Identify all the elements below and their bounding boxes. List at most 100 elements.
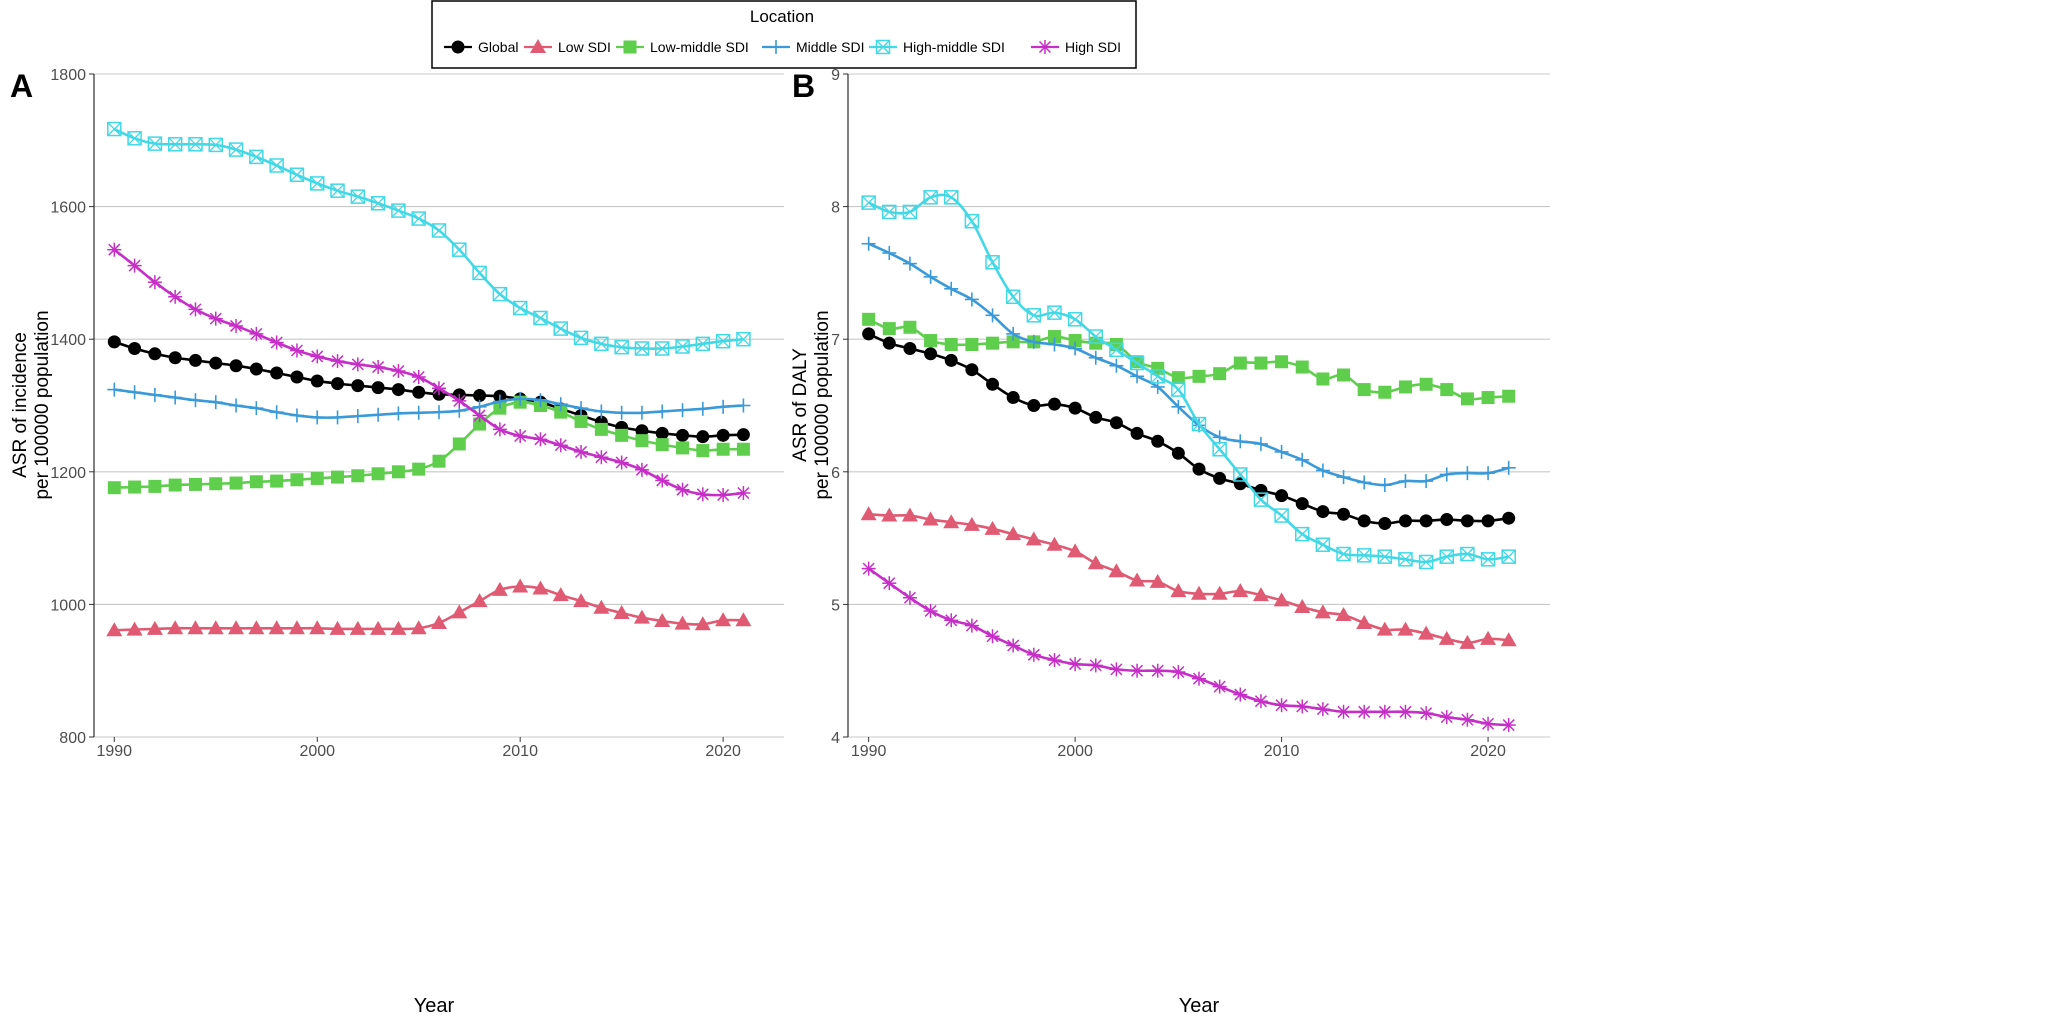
panel-a-point-high-sdi-2002 <box>350 357 365 372</box>
panel-a-point-low-middle-sdi-2007 <box>452 437 466 451</box>
panel-a-point-low-middle-sdi-1993 <box>168 478 182 492</box>
panel-a-point-middle-sdi-2018 <box>675 403 690 418</box>
panel-b-point-high-sdi-2017 <box>1419 706 1434 721</box>
legend-label-middle-sdi: Middle SDI <box>796 39 864 55</box>
panel-a-point-high-middle-sdi-2013 <box>573 330 589 346</box>
panel-b-line-global <box>868 332 1509 525</box>
panel-a-point-middle-sdi-2000 <box>310 410 325 425</box>
panel-b-point-low-sdi-2007 <box>1211 585 1228 600</box>
panel-b-point-high-middle-sdi-2012 <box>1315 537 1331 552</box>
panel-a-point-high-middle-sdi-2011 <box>533 310 548 326</box>
panel-a-y-tick-label-1400: 1400 <box>50 332 86 349</box>
panel-a-point-global-1993 <box>168 351 182 365</box>
panel-b-point-middle-sdi-2010 <box>1274 444 1289 459</box>
panel-a-point-middle-sdi-2021 <box>736 398 751 413</box>
panel-b-point-middle-sdi-2014 <box>1357 475 1372 490</box>
panel-b-point-high-middle-sdi-2007 <box>1212 442 1227 457</box>
panel-b-point-global-1991 <box>882 336 896 350</box>
panel-a-point-low-sdi-1992 <box>146 620 163 635</box>
panel-a-point-high-sdi-2019 <box>695 487 710 502</box>
panel-a-point-middle-sdi-1995 <box>208 395 223 410</box>
panel-b-point-low-middle-sdi-1992 <box>903 320 917 334</box>
panel-b-point-high-middle-sdi-2004 <box>1150 369 1165 384</box>
panel-a-point-low-middle-sdi-2020 <box>716 442 730 456</box>
panel-b-point-high-middle-sdi-1998 <box>1026 308 1042 323</box>
panel-b-y-tick-label-9: 9 <box>831 67 840 84</box>
panel-b-point-low-sdi-2000 <box>1067 543 1084 558</box>
panel-b-point-global-2019 <box>1460 514 1474 528</box>
panel-b-point-high-middle-sdi-1997 <box>1005 289 1021 305</box>
panel-a-point-low-sdi-2003 <box>370 620 387 635</box>
panel-b-point-high-middle-sdi-2008 <box>1233 467 1248 482</box>
panel-b-point-high-sdi-1992 <box>902 590 917 605</box>
panel-a-point-high-middle-sdi-2016 <box>634 341 650 356</box>
panel-b-point-low-sdi-2015 <box>1376 621 1393 636</box>
panel-a-point-low-middle-sdi-2003 <box>371 467 385 481</box>
legend-marker-low-sdi <box>530 39 546 53</box>
panel-b-point-middle-sdi-1990 <box>861 236 876 251</box>
legend-label-high-middle-sdi: High-middle SDI <box>903 39 1005 55</box>
panel-b-point-middle-sdi-1995 <box>964 292 979 307</box>
panel-a-y-tick-label-1000: 1000 <box>50 597 86 614</box>
panel-b-point-global-2003 <box>1130 426 1144 440</box>
panel-a-point-high-sdi-2020 <box>716 488 731 503</box>
panel-a-point-middle-sdi-2020 <box>716 399 731 414</box>
panel-b-point-low-sdi-1990 <box>860 506 877 521</box>
panel-b-point-global-2018 <box>1440 513 1454 527</box>
panel-a-point-high-sdi-2013 <box>574 444 589 459</box>
panel-a-x-ticks: 1990 2000 2010 2020 <box>96 737 741 760</box>
panel-a-point-high-middle-sdi-1992 <box>147 136 163 151</box>
panel-a-x-tick-label-2010: 2010 <box>502 743 538 760</box>
panel-a-line-low-sdi <box>114 585 744 632</box>
panel-a-point-low-middle-sdi-2015 <box>615 428 629 442</box>
panel-b-point-high-middle-sdi-2006 <box>1191 416 1207 432</box>
panel-a-point-low-sdi-2005 <box>410 620 427 635</box>
panel-a-point-low-sdi-2012 <box>552 587 569 602</box>
panel-a-point-high-middle-sdi-1995 <box>208 137 224 153</box>
panel-b-point-low-middle-sdi-2005 <box>1171 371 1185 385</box>
panel-a-point-low-sdi-2006 <box>431 614 447 629</box>
panel-a-point-high-middle-sdi-2000 <box>309 176 325 191</box>
panel-b-y-tick-label-6: 6 <box>831 465 840 482</box>
panel-b-point-global-2002 <box>1109 416 1123 430</box>
panel-b-point-middle-sdi-1998 <box>1026 334 1041 349</box>
panel-b-point-global-1994 <box>944 353 958 367</box>
panel-a-point-middle-sdi-2014 <box>594 404 609 419</box>
panel-b-point-middle-sdi-1991 <box>882 246 897 261</box>
panel-b-point-high-sdi-1998 <box>1026 647 1041 662</box>
panel-b-point-high-sdi-2009 <box>1253 694 1268 709</box>
panel-b-point-high-sdi-2004 <box>1150 663 1165 678</box>
legend-entry-low-middle-sdi: Low-middle SDI <box>616 39 749 55</box>
legend-entry-high-middle-sdi: High-middle SDI <box>869 39 1005 55</box>
legend-marker-global <box>451 40 465 54</box>
panel-a-gridlines <box>94 73 784 738</box>
panel-b-point-low-middle-sdi-2011 <box>1295 360 1309 374</box>
panel-a-point-high-sdi-1991 <box>127 258 142 273</box>
panel-a-point-high-middle-sdi-2002 <box>350 189 366 204</box>
panel-a-point-high-middle-sdi-2010 <box>512 300 528 316</box>
panel-b-y-label-line2: per 100000 population <box>812 310 833 499</box>
panel-a-point-low-middle-sdi-2019 <box>696 444 710 458</box>
panel-a-point-middle-sdi-2019 <box>695 401 710 416</box>
panel-b-point-low-middle-sdi-2018 <box>1440 383 1454 397</box>
panel-a-x-label: Year <box>414 995 455 1017</box>
panel-a-point-low-sdi-2020 <box>715 612 732 627</box>
panel-a-point-high-sdi-2001 <box>330 354 345 369</box>
panel-a-point-high-middle-sdi-2021 <box>736 331 751 347</box>
panel-a-point-high-sdi-2016 <box>634 462 649 477</box>
panel-a-point-low-sdi-2000 <box>309 620 326 635</box>
panel-b-point-high-sdi-2008 <box>1233 687 1248 702</box>
legend: Location Global Low SDI Low-middle SDI Midd… <box>431 0 1137 69</box>
panel-b-point-middle-sdi-2020 <box>1481 466 1496 481</box>
panel-a-point-middle-sdi-1991 <box>127 385 142 400</box>
panel-a-series-low-middle-sdi <box>107 395 750 495</box>
panel-a-point-high-sdi-1993 <box>168 289 183 304</box>
panel-b-point-low-middle-sdi-2014 <box>1357 383 1371 397</box>
panel-b-point-low-sdi-2011 <box>1294 599 1311 614</box>
legend-entry-high-sdi: High SDI <box>1031 39 1121 55</box>
panel-b-point-high-middle-sdi-2009 <box>1253 492 1269 507</box>
panel-b-series-global <box>862 327 1516 531</box>
panel-a-point-low-middle-sdi-1997 <box>249 475 263 489</box>
panel-a-point-low-sdi-2007 <box>451 604 468 619</box>
legend-title: Location <box>750 7 814 26</box>
